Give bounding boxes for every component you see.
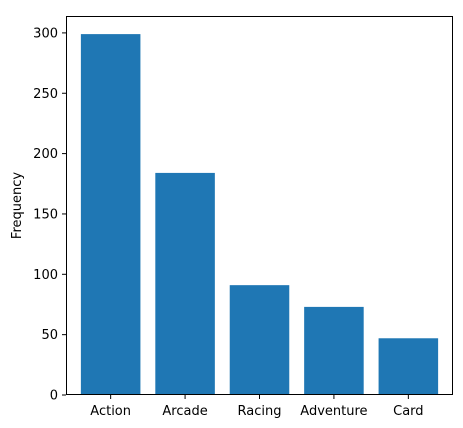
bar-card xyxy=(378,338,439,395)
y-axis: 0 50 100 150 200 250 300 xyxy=(33,26,66,404)
y-tick-label: 100 xyxy=(33,268,58,283)
x-tick-label-adventure: Adventure xyxy=(300,404,367,419)
bar-arcade xyxy=(155,172,215,395)
x-axis: Action Arcade Racing Adventure Card xyxy=(90,395,424,419)
x-tick-label-racing: Racing xyxy=(238,404,282,419)
x-tick-label-card: Card xyxy=(393,404,423,419)
bars-group xyxy=(80,34,439,396)
x-tick-label-arcade: Arcade xyxy=(162,404,207,419)
x-tick-label-action: Action xyxy=(90,404,131,419)
y-tick-label: 50 xyxy=(41,328,58,343)
y-tick-label: 200 xyxy=(33,147,58,162)
y-axis-label: Frequency xyxy=(10,172,25,239)
y-tick-label: 150 xyxy=(33,207,58,222)
y-tick-label: 300 xyxy=(33,26,58,41)
bar-racing xyxy=(229,285,290,395)
plot-frame xyxy=(66,16,453,395)
y-tick-label: 250 xyxy=(33,87,58,102)
bar-action xyxy=(80,34,141,396)
bar-adventure xyxy=(304,306,364,395)
y-tick-label: 0 xyxy=(50,389,58,404)
